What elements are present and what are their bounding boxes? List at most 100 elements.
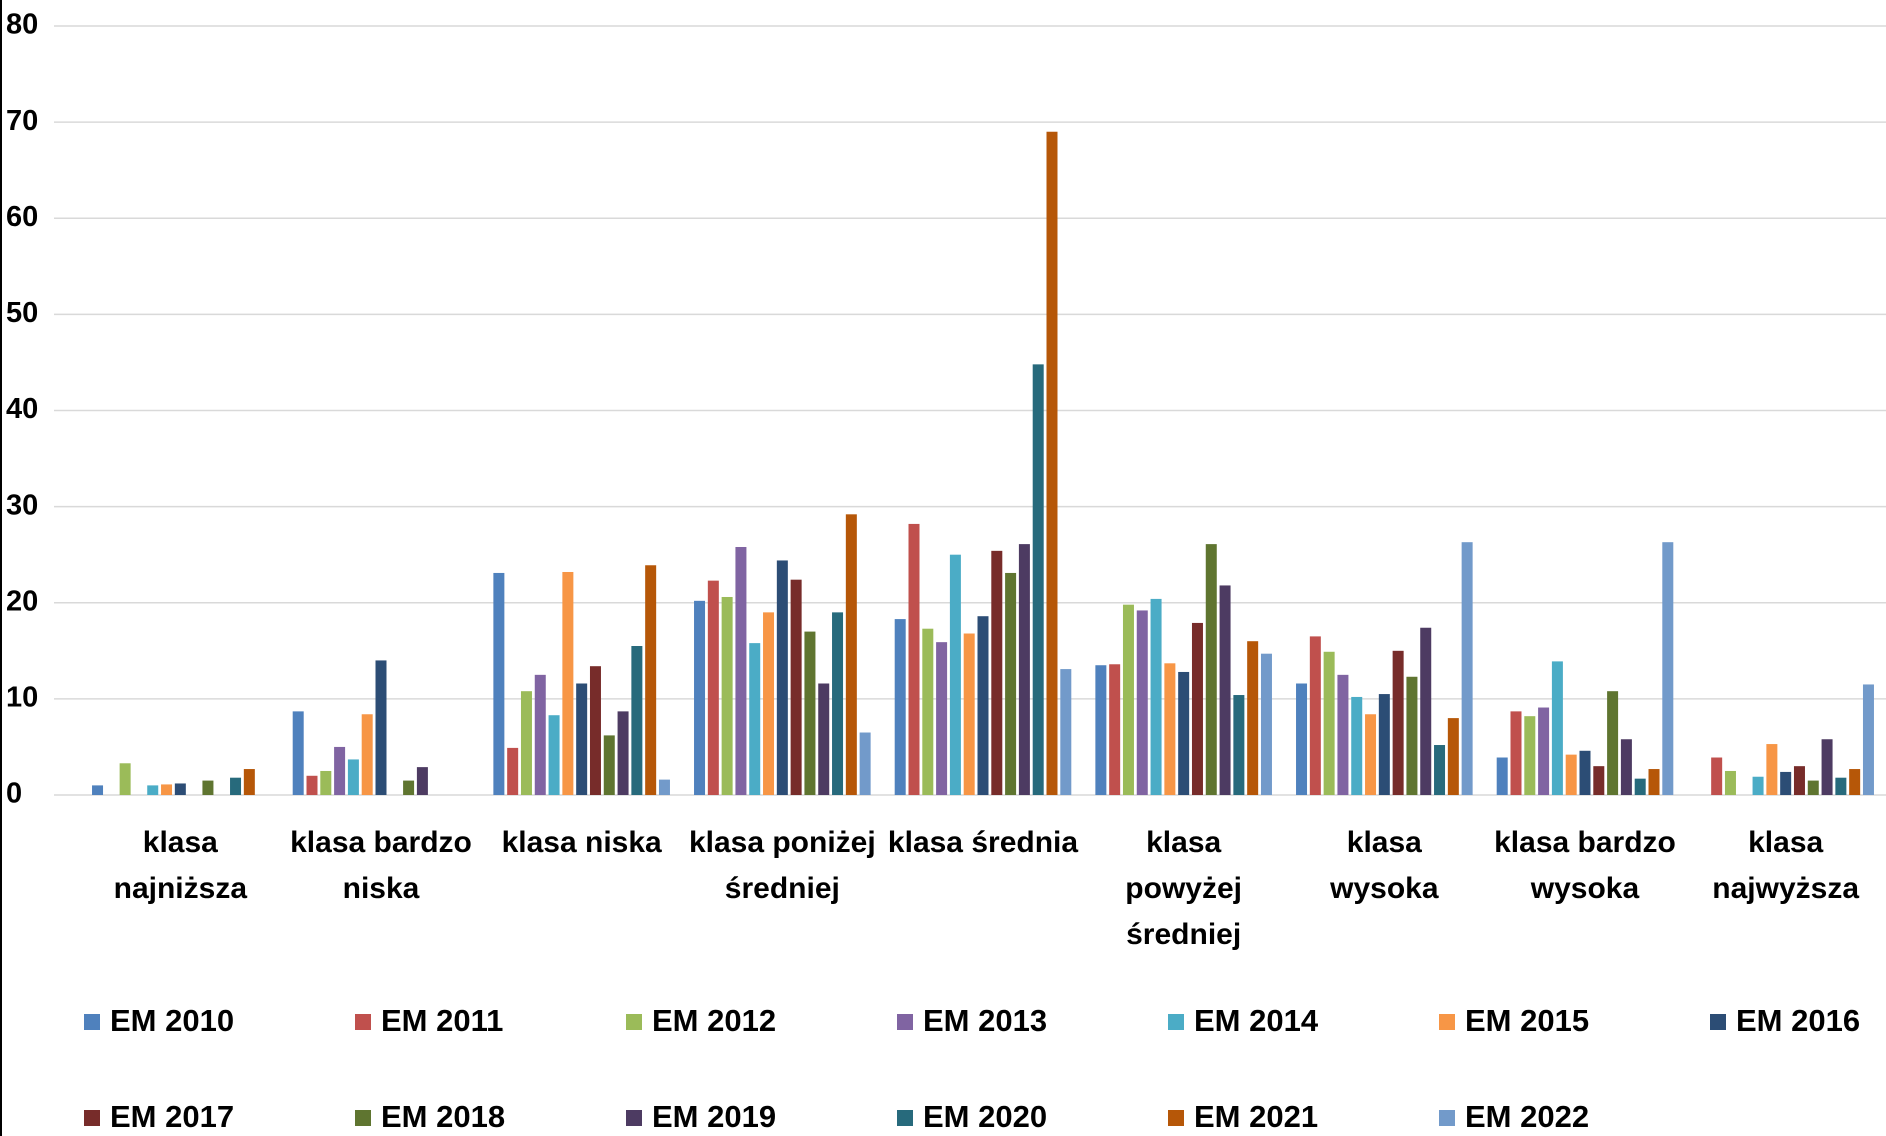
bar: [534, 674, 546, 795]
bar: [1496, 757, 1508, 795]
legend-label: EM 2016: [1736, 1003, 1860, 1038]
bar: [202, 780, 214, 795]
bar: [1296, 683, 1308, 795]
bar: [589, 666, 601, 795]
bar: [1634, 778, 1646, 795]
bar: [361, 714, 373, 795]
bar: [1620, 739, 1632, 795]
bar: [1109, 664, 1121, 795]
bar: [147, 785, 159, 795]
x-tick-label: klasa najniższa: [113, 826, 248, 905]
bar: [1378, 694, 1390, 795]
bar: [1420, 627, 1432, 795]
bar: [306, 775, 318, 795]
bar: [1607, 691, 1619, 795]
bar: [1005, 572, 1017, 795]
bar: [631, 646, 643, 795]
x-tick-label: klasa poniżej średniej: [688, 826, 876, 905]
bar: [1164, 663, 1176, 795]
legend-label: EM 2014: [1194, 1003, 1319, 1038]
y-tick-label: 30: [6, 489, 38, 521]
bar: [1309, 636, 1321, 795]
bar: [1648, 769, 1660, 795]
bar: [645, 565, 657, 795]
bar: [292, 711, 304, 795]
y-tick-label: 10: [6, 682, 38, 714]
legend-label: EM 2010: [110, 1003, 234, 1038]
legend-swatch: [897, 1014, 913, 1030]
bar: [1233, 695, 1245, 795]
y-tick-label: 0: [6, 778, 22, 810]
bar: [334, 746, 346, 795]
bar: [92, 785, 104, 795]
legend-swatch: [1439, 1110, 1455, 1126]
bar: [1662, 542, 1674, 795]
bar: [1337, 674, 1349, 795]
legend-label: EM 2020: [923, 1099, 1047, 1134]
bar: [576, 683, 588, 795]
bar: [1551, 661, 1563, 795]
bar: [1205, 544, 1217, 795]
bar: [1365, 714, 1377, 795]
x-tick-label: klasa wysoka: [1330, 826, 1439, 905]
y-tick-label: 70: [6, 105, 38, 137]
bar: [1821, 739, 1833, 795]
bar: [949, 554, 961, 795]
bar: [1447, 718, 1459, 795]
bar: [493, 572, 505, 795]
bar: [721, 596, 733, 795]
legend-swatch: [897, 1110, 913, 1126]
bar: [776, 560, 788, 795]
y-tick-label: 20: [6, 585, 38, 617]
bar: [1461, 542, 1473, 795]
bar: [1260, 653, 1272, 795]
bar: [763, 612, 775, 795]
bar: [1122, 604, 1134, 795]
bar: [1060, 669, 1072, 795]
bar: [174, 783, 186, 795]
bar: [1351, 696, 1363, 795]
x-tick-label: klasa najwyższa: [1712, 826, 1860, 905]
legend-label: EM 2017: [110, 1099, 234, 1134]
bar: [1018, 544, 1030, 795]
bar: [119, 763, 131, 795]
bar: [1095, 665, 1107, 795]
x-tick-label: klasa niska: [501, 826, 662, 859]
bar: [804, 631, 816, 795]
bar: [1752, 776, 1764, 795]
legend-swatch: [626, 1110, 642, 1126]
bar: [1766, 744, 1778, 795]
legend-label: EM 2011: [381, 1003, 503, 1038]
x-tick-label: klasa bardzo niska: [290, 826, 472, 905]
bar: [548, 715, 560, 795]
legend-swatch: [355, 1110, 371, 1126]
bar: [320, 770, 332, 795]
bar: [936, 642, 948, 795]
bar: [347, 759, 359, 795]
bar: [1247, 641, 1259, 795]
bar: [1807, 780, 1819, 795]
legend-swatch: [1439, 1014, 1455, 1030]
legend-swatch: [84, 1110, 100, 1126]
bar: [859, 732, 871, 795]
legend-label: EM 2018: [381, 1099, 505, 1134]
bar: [1323, 651, 1335, 795]
bar: [1434, 745, 1446, 795]
bar: [1711, 757, 1723, 795]
bar: [1579, 750, 1591, 795]
bar: [749, 643, 761, 795]
bar: [1724, 770, 1736, 795]
legend-label: EM 2019: [652, 1099, 776, 1134]
bar: [1780, 771, 1792, 795]
bar: [562, 571, 574, 795]
bar: [416, 767, 428, 795]
bar: [1793, 766, 1805, 795]
bar: [894, 619, 906, 795]
bar: [1136, 610, 1148, 795]
bar: [1510, 711, 1522, 795]
legend-label: EM 2022: [1465, 1099, 1589, 1134]
bar: [617, 711, 629, 795]
bar: [1392, 650, 1404, 795]
